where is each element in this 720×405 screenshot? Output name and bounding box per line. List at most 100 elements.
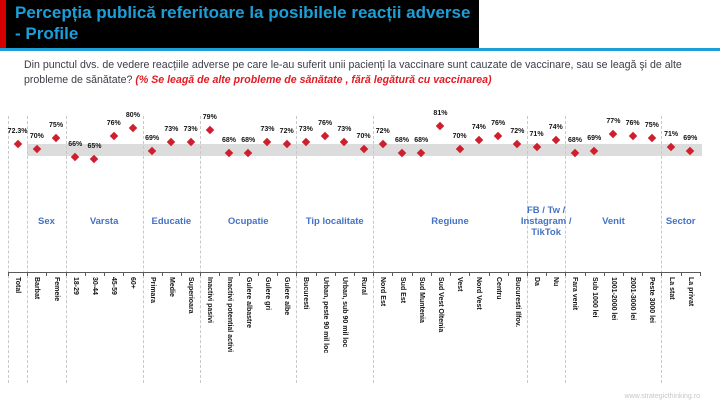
x-axis-category-label: La privat — [686, 277, 694, 307]
group-separator-line — [661, 116, 663, 383]
x-axis-tick — [84, 272, 86, 276]
x-axis-category-label: Superioara — [187, 277, 195, 314]
group-separator-line — [200, 116, 202, 383]
x-axis-tick — [277, 272, 279, 276]
x-axis-tick — [219, 272, 221, 276]
x-axis-tick — [680, 272, 682, 276]
x-axis-category-label: Gulere albastre — [244, 277, 252, 328]
data-point-value-label: 73% — [260, 126, 275, 134]
x-axis-tick — [200, 272, 202, 276]
x-axis-tick — [46, 272, 48, 276]
x-axis-category-label: Sub 1000 lei — [590, 277, 598, 318]
x-axis-tick — [661, 272, 663, 276]
x-axis-tick — [699, 272, 701, 276]
data-point-value-label: 76% — [491, 120, 506, 128]
x-axis-category-label: 30-44 — [90, 277, 98, 295]
x-axis-category-label: Bucuresti — [302, 277, 310, 310]
x-axis-category-label: Centru — [494, 277, 502, 300]
x-axis-tick — [450, 272, 452, 276]
x-axis-category-label: Inactivi potential activi — [225, 277, 233, 353]
data-point-value-label: 73% — [337, 126, 352, 134]
x-axis-category-label: Sud Vest Oltenia — [436, 277, 444, 333]
data-point-value-label: 73% — [164, 126, 179, 134]
x-axis-tick — [469, 272, 471, 276]
x-axis-category-label: Peste 3000 lei — [648, 277, 656, 323]
title-banner — [0, 0, 479, 48]
group-label-sector: Sector — [665, 215, 696, 227]
x-axis-category-label: Sud Muntenia — [417, 277, 425, 323]
data-point-value-label: 72% — [510, 128, 525, 136]
x-axis-tick — [430, 272, 432, 276]
x-axis-category-label: Total — [14, 277, 22, 294]
x-axis-tick — [603, 272, 605, 276]
group-label-varsta: Varsta — [89, 215, 119, 227]
x-axis-tick — [565, 272, 567, 276]
data-point-value-label: 65% — [87, 142, 102, 150]
page-title: Percepția publică referitoare la posibil… — [15, 3, 471, 43]
watermark-url: www.strategicthinking.ro — [624, 393, 700, 400]
data-point-value-label: 72.3% — [7, 127, 28, 135]
x-axis-tick — [180, 272, 182, 276]
x-axis-category-label: Rural — [360, 277, 368, 295]
data-point-marker — [628, 132, 637, 141]
x-axis-tick — [123, 272, 125, 276]
x-axis-tick — [27, 272, 29, 276]
x-axis-tick — [296, 272, 298, 276]
data-point-value-label: 68% — [567, 136, 582, 144]
data-point-value-label: 68% — [394, 136, 409, 144]
data-point-value-label: 71% — [664, 130, 679, 138]
x-axis-tick — [142, 272, 144, 276]
group-separator-line — [526, 116, 528, 383]
x-axis-tick — [623, 272, 625, 276]
data-point-marker — [13, 139, 22, 149]
data-point-value-label: 69% — [145, 134, 160, 142]
group-separator-line — [27, 116, 29, 383]
group-label-fb-tw-instagram-tiktok: FB / Tw / Instagram / TikTok — [520, 204, 572, 238]
x-axis-tick — [353, 272, 355, 276]
x-axis-tick — [238, 272, 240, 276]
group-separator-line — [142, 116, 144, 383]
data-point-value-label: 69% — [683, 134, 698, 142]
data-point-value-label: 72% — [375, 128, 390, 136]
data-point-value-label: 74% — [548, 124, 563, 132]
x-axis-category-label: Inactivi pasivi — [206, 277, 214, 323]
group-separator-line — [296, 116, 298, 383]
x-axis-tick — [8, 272, 9, 276]
group-separator-line — [8, 116, 9, 383]
data-point-value-label: 76% — [318, 120, 333, 128]
group-label-ocupatie: Ocupatie — [227, 215, 269, 227]
data-point-value-label: 73% — [183, 126, 198, 134]
x-axis-category-label: Primara — [148, 277, 156, 304]
x-axis-category-label: 45-59 — [110, 277, 118, 295]
x-axis-category-label: Urban, peste 90 mil loc — [321, 277, 329, 354]
x-axis-category-label: Sud Est — [398, 277, 406, 304]
data-point-marker — [90, 154, 99, 163]
x-axis-tick — [507, 272, 509, 276]
survey-question-highlight: (% Se leagă de alte probleme de sănătate… — [135, 74, 492, 86]
data-point-value-label: 76% — [625, 120, 640, 128]
data-point-value-label: 75% — [644, 122, 659, 130]
x-axis-tick — [642, 272, 644, 276]
data-point-marker — [128, 124, 138, 133]
x-axis-tick — [488, 272, 490, 276]
data-point-value-label: 70% — [356, 132, 371, 140]
data-point-value-label: 73% — [298, 126, 313, 134]
x-axis-category-label: 60+ — [129, 277, 137, 289]
data-point-value-label: 68% — [414, 136, 429, 144]
data-point-value-label: 76% — [106, 120, 121, 128]
x-axis-tick — [257, 272, 259, 276]
data-point-marker — [109, 132, 118, 141]
data-point-value-label: 80% — [125, 112, 140, 120]
x-axis-category-label: Gulere albe — [283, 277, 291, 316]
x-axis-tick — [584, 272, 586, 276]
survey-question-text: Din punctul dvs. de vedere reacțiile adv… — [24, 59, 682, 86]
group-label-sex: Sex — [37, 215, 55, 227]
data-point-value-label: 66% — [68, 140, 83, 148]
header-divider-line — [0, 48, 720, 51]
data-point-value-label: 70% — [29, 132, 44, 140]
group-separator-line — [565, 116, 567, 383]
x-axis-category-label: Gulere gri — [263, 277, 271, 311]
data-point-value-label: 75% — [49, 122, 64, 130]
x-axis-tick — [526, 272, 528, 276]
